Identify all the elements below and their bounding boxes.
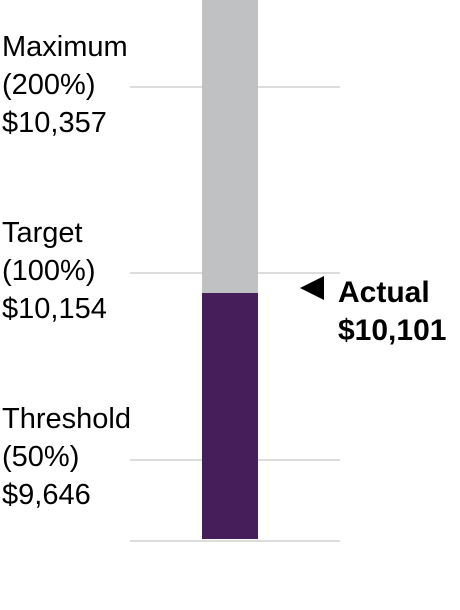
level-percent: (100%): [2, 255, 96, 287]
bar-achieved-segment: [202, 293, 258, 539]
pointer-arrow-icon: [300, 276, 324, 300]
level-value: $10,357: [2, 107, 107, 139]
level-value: $9,646: [2, 479, 91, 511]
actual-marker: Actual $10,101: [300, 274, 446, 350]
actual-label: Actual: [338, 276, 430, 309]
level-label-threshold: Threshold (50%) $9,646: [2, 400, 131, 514]
level-value: $10,154: [2, 293, 107, 325]
bar-remaining-segment: [202, 0, 258, 293]
level-name: Threshold: [2, 403, 131, 435]
level-percent: (50%): [2, 441, 80, 473]
level-name: Maximum: [2, 31, 128, 63]
actual-value: $10,101: [338, 314, 447, 347]
level-label-maximum: Maximum (200%) $10,357: [2, 28, 128, 142]
level-label-target: Target (100%) $10,154: [2, 214, 107, 328]
level-percent: (200%): [2, 69, 96, 101]
level-name: Target: [2, 217, 83, 249]
